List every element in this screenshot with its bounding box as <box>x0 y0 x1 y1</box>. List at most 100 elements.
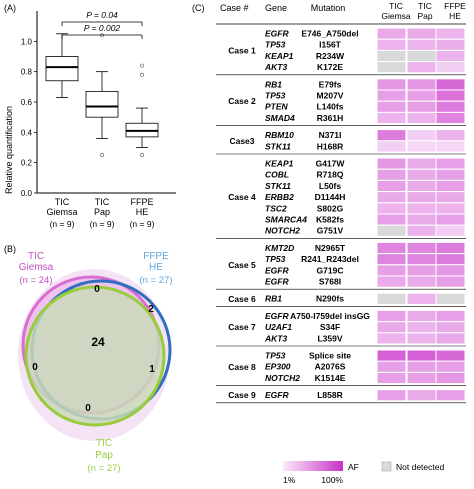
af-cell <box>406 332 437 345</box>
case-label: Case3 <box>229 136 254 146</box>
af-cell <box>406 78 437 91</box>
af-cell <box>406 61 437 74</box>
group-2-n: (n = 9) <box>90 219 115 229</box>
gene-cell: AKT3 <box>264 62 287 72</box>
af-cell <box>376 168 407 181</box>
af-cell <box>376 349 407 362</box>
af-cell <box>435 224 466 237</box>
gene-cell: EGFR <box>265 29 289 39</box>
af-cell <box>376 321 407 334</box>
af-cell <box>435 38 466 51</box>
af-cell <box>435 129 466 142</box>
af-cell <box>406 49 437 63</box>
af-cell <box>406 253 437 266</box>
not-detected-swatch <box>381 461 392 472</box>
gene-cell: SMAD4 <box>265 113 295 123</box>
af-cell <box>435 89 466 102</box>
y-axis-label: Relative quantification <box>4 106 14 194</box>
case-group: RB1 E79fs TP53 M207V PTEN L140fs SMAD4 R361H Cas… <box>216 78 466 126</box>
pap-name-1: TIC <box>96 438 112 449</box>
gene-cell: STK11 <box>265 141 291 151</box>
af-cell <box>406 202 437 215</box>
af-cell <box>435 309 466 323</box>
mutation-cell: E79fs <box>319 79 342 89</box>
af-cell <box>376 179 407 193</box>
af-cell <box>406 371 437 385</box>
header-col1-line2: Giemsa <box>381 11 411 21</box>
case-label: Case 7 <box>228 322 256 332</box>
p-value-top: P = 0.04 <box>86 10 118 20</box>
y-tick-label: 1.0 <box>21 37 33 46</box>
case-group: RB1 N290fs Case 6 <box>216 292 466 307</box>
box-iqr <box>45 56 79 82</box>
ffpe-n: (n = 27) <box>139 275 172 286</box>
box-iqr <box>85 90 119 118</box>
af-cell <box>435 202 466 215</box>
gene-cell: TSC2 <box>265 203 287 213</box>
af-cell <box>435 179 466 193</box>
gene-cell: TP53 <box>265 91 286 101</box>
af-cell <box>376 371 407 385</box>
group-3-line2: HE <box>136 207 149 217</box>
af-cell <box>376 100 407 113</box>
af-cell <box>406 309 437 323</box>
group-1-line1: TIC <box>55 197 70 207</box>
af-cell <box>435 157 466 170</box>
af-cell <box>406 140 437 153</box>
af-cell <box>406 321 437 334</box>
case-group: TP53 Splice site EP300 A2076S NOTCH2 K1514E Ca… <box>216 349 466 386</box>
af-cell <box>435 140 466 153</box>
gene-cell: EGFR <box>265 265 289 275</box>
af-cell <box>406 179 437 193</box>
af-cell <box>406 129 437 142</box>
af-cell <box>376 27 407 40</box>
af-cell <box>376 309 407 323</box>
af-cell <box>435 191 466 204</box>
mutation-cell: M207V <box>317 91 344 101</box>
mutation-cell: D1144H <box>315 192 346 202</box>
af-cell <box>376 157 407 170</box>
af-cell <box>406 157 437 170</box>
count-left: 0 <box>32 362 38 373</box>
gene-cell: RBM10 <box>265 130 294 140</box>
af-cell <box>435 371 466 385</box>
af-cell <box>435 389 466 402</box>
outlier-point <box>140 153 144 157</box>
gene-cell: TP53 <box>265 351 286 361</box>
af-cell <box>406 100 437 113</box>
af-cell <box>435 111 466 125</box>
box-1 <box>45 33 79 98</box>
y-tick-label: 0.0 <box>21 189 33 198</box>
giemsa-name-2: Giemsa <box>19 262 54 273</box>
af-cell <box>435 264 466 277</box>
gene-cell: COBL <box>265 170 289 180</box>
af-cell <box>406 38 437 51</box>
af-cell <box>406 111 437 125</box>
gene-cell: KEAP1 <box>265 159 294 169</box>
af-cell <box>435 213 466 226</box>
af-cell <box>376 253 407 266</box>
af-cell <box>376 140 407 153</box>
mutation-cell: H168R <box>317 141 343 151</box>
legend-low: 1% <box>283 475 296 485</box>
group-2-line1: TIC <box>95 197 110 207</box>
gene-cell: NOTCH2 <box>265 373 300 383</box>
mutation-cell: L359V <box>317 333 342 343</box>
gene-cell: SMARCA4 <box>265 215 307 225</box>
af-cell <box>435 360 466 373</box>
p-value-bottom: P = 0.002 <box>84 23 121 33</box>
pap-name-2: Pap <box>95 450 113 461</box>
mutation-cell: S768I <box>319 277 341 287</box>
header-case: Case # <box>220 3 249 13</box>
mutation-cell: A750-I759del insGG <box>290 311 370 321</box>
af-cell <box>406 241 437 255</box>
af-cell <box>435 321 466 334</box>
af-cell <box>376 275 407 288</box>
box-2 <box>85 33 119 157</box>
mutation-cell: G417W <box>316 159 346 169</box>
ffpe-name-2: HE <box>149 262 163 273</box>
gene-cell: PTEN <box>265 102 289 112</box>
